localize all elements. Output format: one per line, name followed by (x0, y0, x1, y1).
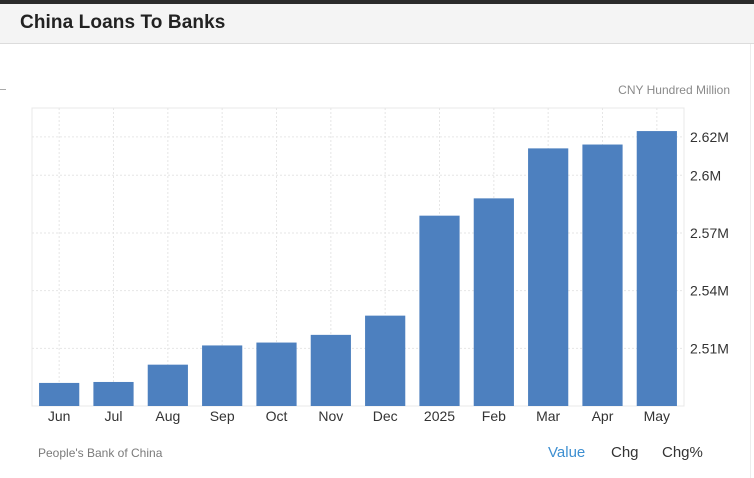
x-tick-label: Jun (48, 408, 71, 424)
bar (473, 198, 514, 406)
x-tick-label: Aug (155, 408, 180, 424)
bar (147, 364, 188, 406)
bar (528, 148, 569, 406)
bar (202, 345, 243, 406)
x-tick-label: Feb (482, 408, 506, 424)
y-tick-label: 2.6M (690, 167, 721, 183)
bars (39, 131, 677, 406)
bar (419, 215, 460, 406)
panel-edge (750, 44, 751, 478)
divider-tick (0, 89, 6, 90)
chart-header: China Loans To Banks (0, 4, 754, 44)
x-tick-label: Nov (318, 408, 343, 424)
x-tick-label: Mar (536, 408, 560, 424)
y-tick-label: 2.51M (690, 340, 729, 356)
x-tick-label: May (644, 408, 670, 424)
plot-frame (31, 107, 685, 407)
bar (93, 381, 134, 406)
bar (310, 334, 351, 406)
x-tick-label: Apr (592, 408, 614, 424)
tab-value[interactable]: Value (548, 444, 586, 461)
source-label: People's Bank of China (38, 446, 163, 460)
y-tick-label: 2.57M (690, 225, 729, 241)
chart-title: China Loans To Banks (20, 12, 226, 33)
bar (636, 131, 677, 406)
view-tabs: Value Chg Chg% (0, 444, 754, 464)
top-accent-bar (0, 0, 754, 4)
y-tick-label: 2.62M (690, 129, 729, 145)
bar (39, 382, 80, 406)
tab-chg[interactable]: Chg (611, 444, 639, 461)
bar (365, 315, 406, 406)
x-tick-label: Jul (105, 408, 123, 424)
unit-label: CNY Hundred Million (618, 83, 730, 97)
bar (256, 342, 297, 406)
x-tick-label: Oct (266, 408, 288, 424)
x-tick-label: Sep (210, 408, 235, 424)
y-axis-labels: 2.51M 2.54M 2.57M 2.6M 2.62M (690, 129, 729, 356)
x-tick-label: 2025 (424, 408, 455, 424)
bar (582, 144, 623, 406)
tab-chg-percent[interactable]: Chg% (662, 444, 703, 461)
x-axis-labels: Jun Jul Aug Sep Oct Nov Dec 2025 Feb Mar Apr May (48, 408, 670, 424)
x-tick-label: Dec (373, 408, 398, 424)
y-tick-label: 2.54M (690, 283, 729, 299)
